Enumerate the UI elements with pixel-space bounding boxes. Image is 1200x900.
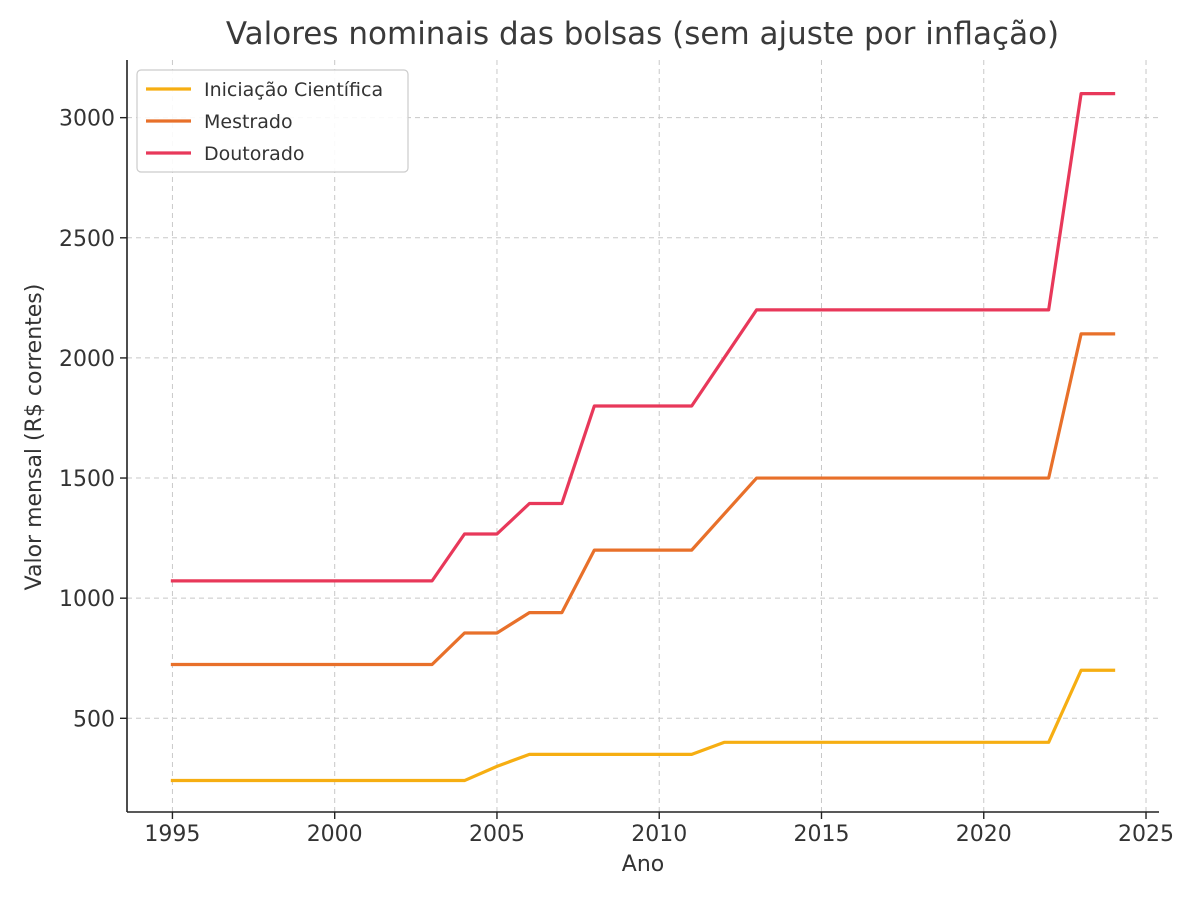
grid-lines — [127, 60, 1159, 812]
x-tick-label: 2000 — [307, 822, 363, 847]
series-line-iniciacao-cientifica — [170, 668, 1116, 783]
series-lines — [170, 92, 1116, 783]
x-tick-label: 2025 — [1118, 822, 1174, 847]
series-line-doutorado — [170, 92, 1116, 583]
tick-marks: 1995 2000 2005 2010 2015 2020 2025 500 1000 1500 2… — [59, 107, 1174, 847]
legend-box — [136, 69, 409, 173]
x-tick-label: 2010 — [631, 822, 687, 847]
y-tick-label: 500 — [73, 707, 115, 732]
series-line-mestrado — [170, 332, 1116, 667]
x-tick-label: 2015 — [793, 822, 849, 847]
legend-label-mestrado: Mestrado — [204, 111, 293, 133]
legend-label-doutorado: Doutorado — [204, 143, 305, 165]
y-axis-label: Valor mensal (R$ correntes) — [22, 284, 47, 591]
y-tick-label: 2000 — [59, 347, 115, 372]
x-tick-label: 2020 — [956, 822, 1012, 847]
x-axis-label: Ano — [622, 852, 664, 877]
y-tick-label: 3000 — [59, 107, 115, 132]
y-tick-label: 2500 — [59, 227, 115, 252]
legend-label-iniciacao-cientifica: Iniciação Científica — [204, 79, 383, 101]
legend: Iniciação Científica Mestrado Doutorado — [136, 69, 409, 173]
axes — [126, 60, 1159, 813]
y-tick-label: 1500 — [59, 467, 115, 492]
x-tick-label: 2005 — [469, 822, 525, 847]
x-tick-label: 1995 — [144, 822, 200, 847]
y-tick-label: 1000 — [59, 587, 115, 612]
chart-title: Valores nominais das bolsas (sem ajuste … — [225, 16, 1060, 52]
